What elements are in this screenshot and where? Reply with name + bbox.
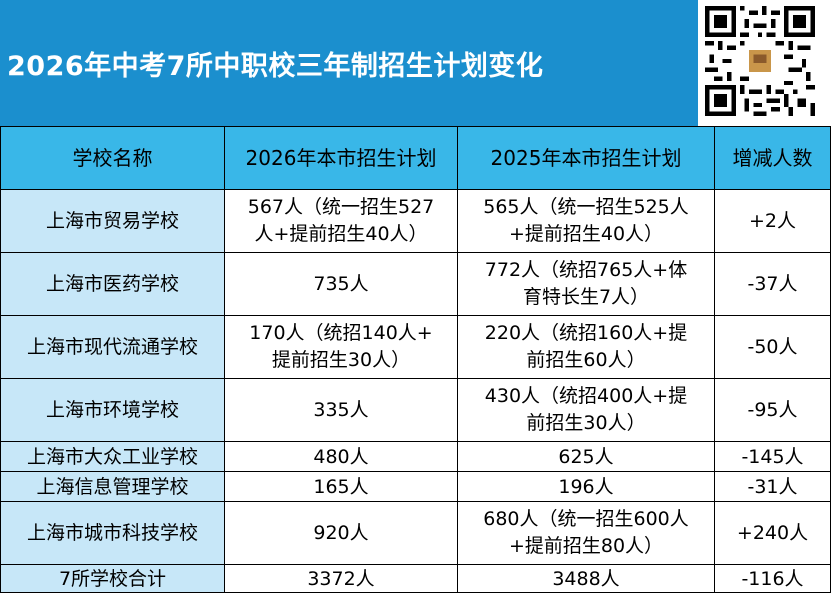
column-header-plan-2026: 2026年本市招生计划 xyxy=(224,126,458,190)
change-cell: -37人 xyxy=(714,252,831,316)
plan-2025-line2: 前招生60人） xyxy=(526,349,646,371)
change-cell: -50人 xyxy=(714,315,831,379)
column-header-school: 学校名称 xyxy=(0,126,225,190)
table-row: 上海市环境学校 335人 430人（统招400人+提 前招生30人） -95人 xyxy=(0,378,831,442)
school-name: 上海市贸易学校 xyxy=(0,189,225,253)
plan-2025-line2: +提前招生80人） xyxy=(508,535,664,557)
plan-2025-total: 3488人 xyxy=(457,564,715,593)
plan-2025-line1: 220人（统招160人+提 xyxy=(484,322,688,344)
plan-2026-cell: 567人（统一招生527 人+提前招生40人） xyxy=(224,189,458,253)
column-header-change: 增减人数 xyxy=(714,126,831,190)
school-name: 上海市医药学校 xyxy=(0,252,225,316)
plan-2026-line1: 567人（统一招生527 xyxy=(247,196,435,218)
plan-2026-line2: 人+提前招生40人） xyxy=(254,223,428,245)
plan-2026-total: 3372人 xyxy=(224,564,458,593)
school-name: 上海市城市科技学校 xyxy=(0,501,225,565)
school-name: 上海市大众工业学校 xyxy=(0,441,225,472)
plan-2025-cell: 196人 xyxy=(457,471,715,502)
table-row: 上海市现代流通学校 170人（统招140人+ 提前招生30人） 220人（统招16… xyxy=(0,315,831,379)
plan-2025-line2: 前招生30人） xyxy=(526,412,646,434)
table-row: 上海市贸易学校 567人（统一招生527 人+提前招生40人） 565人（统一招生… xyxy=(0,189,831,253)
table-row: 上海市大众工业学校 480人 625人 -145人 xyxy=(0,441,831,472)
plan-2025-cell: 772人（统招765人+体 育特长生7人） xyxy=(457,252,715,316)
enrollment-table: 学校名称 2026年本市招生计划 2025年本市招生计划 增减人数 上海市贸易学… xyxy=(0,126,831,593)
change-cell: -31人 xyxy=(714,471,831,502)
plan-2026-cell: 480人 xyxy=(224,441,458,472)
page-title: 2026年中考7所中职校三年制招生计划变化 xyxy=(7,51,544,82)
plan-2025-cell: 430人（统招400人+提 前招生30人） xyxy=(457,378,715,442)
plan-2025-line2: 育特长生7人） xyxy=(522,286,650,308)
table-header-row: 学校名称 2026年本市招生计划 2025年本市招生计划 增减人数 xyxy=(0,126,831,190)
plan-2025-line1: 430人（统招400人+提 xyxy=(484,385,688,407)
table-row: 上海市城市科技学校 920人 680人（统一招生600人 +提前招生80人） +2… xyxy=(0,501,831,565)
change-cell: -95人 xyxy=(714,378,831,442)
column-header-plan-2025: 2025年本市招生计划 xyxy=(457,126,715,190)
plan-2025-line1: 565人（统一招生525人 xyxy=(483,196,689,218)
total-label: 7所学校合计 xyxy=(0,564,225,593)
school-name: 上海市环境学校 xyxy=(0,378,225,442)
school-name: 上海信息管理学校 xyxy=(0,471,225,502)
header: 2026年中考7所中职校三年制招生计划变化 xyxy=(0,0,832,126)
school-name: 上海市现代流通学校 xyxy=(0,315,225,379)
plan-2026-line2: 提前招生30人） xyxy=(271,349,411,371)
change-cell: +2人 xyxy=(714,189,831,253)
plan-2026-cell: 170人（统招140人+ 提前招生30人） xyxy=(224,315,458,379)
plan-2025-cell: 625人 xyxy=(457,441,715,472)
plan-2025-cell: 680人（统一招生600人 +提前招生80人） xyxy=(457,501,715,565)
plan-2025-cell: 220人（统招160人+提 前招生60人） xyxy=(457,315,715,379)
plan-2026-cell: 920人 xyxy=(224,501,458,565)
qr-code-icon xyxy=(705,6,815,116)
plan-2026-cell: 335人 xyxy=(224,378,458,442)
plan-2025-line1: 772人（统招765人+体 xyxy=(484,259,688,281)
change-total: -116人 xyxy=(714,564,831,593)
plan-2025-line2: +提前招生40人） xyxy=(508,223,664,245)
plan-2026-cell: 735人 xyxy=(224,252,458,316)
plan-2026-cell: 165人 xyxy=(224,471,458,502)
plan-2026-line1: 170人（统招140人+ xyxy=(249,322,433,344)
table-row: 上海市医药学校 735人 772人（统招765人+体 育特长生7人） -37人 xyxy=(0,252,831,316)
plan-2025-cell: 565人（统一招生525人 +提前招生40人） xyxy=(457,189,715,253)
table-row: 上海信息管理学校 165人 196人 -31人 xyxy=(0,471,831,502)
table-row-total: 7所学校合计 3372人 3488人 -116人 xyxy=(0,564,831,593)
change-cell: -145人 xyxy=(714,441,831,472)
change-cell: +240人 xyxy=(714,501,831,565)
title-banner: 2026年中考7所中职校三年制招生计划变化 xyxy=(0,0,698,126)
plan-2025-line1: 680人（统一招生600人 xyxy=(483,508,689,530)
